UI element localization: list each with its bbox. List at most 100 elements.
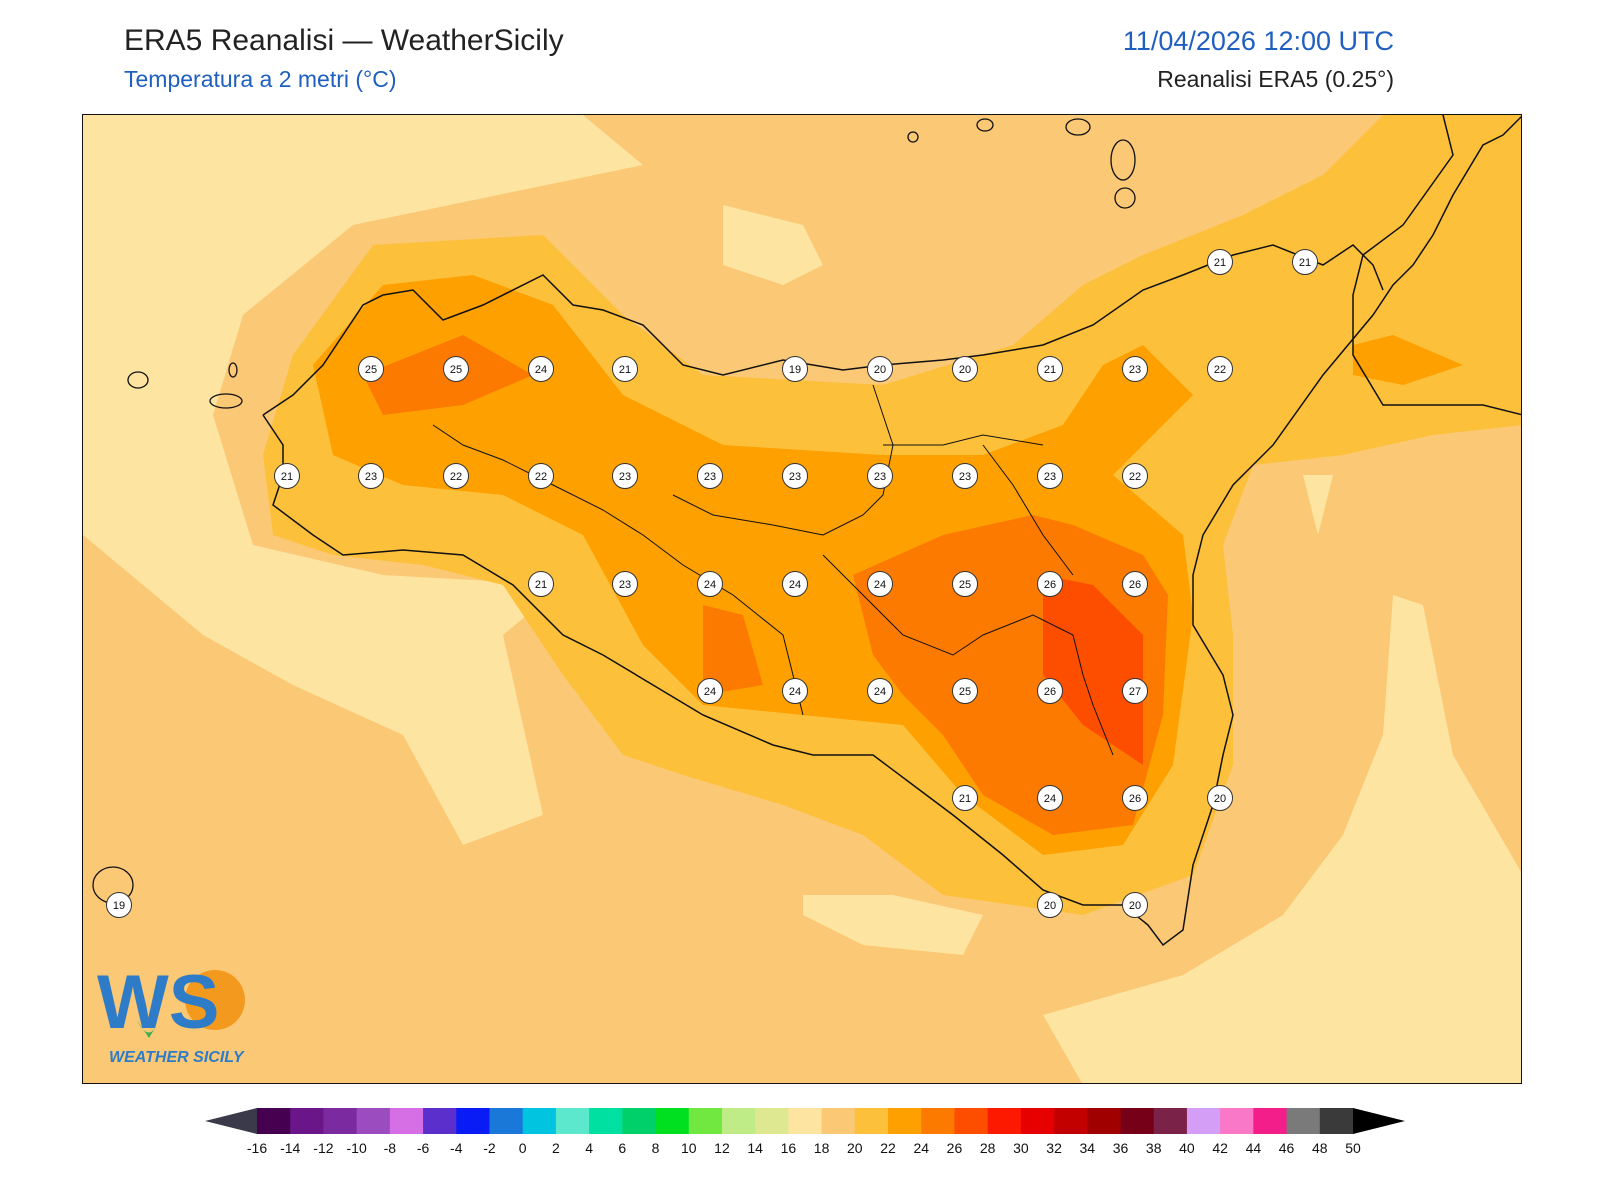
- map-panel: 25 25 24 21 19 20 20 21 23 22 21 23 22 2…: [82, 114, 1522, 1084]
- colorbar-segment: [1253, 1108, 1288, 1134]
- colorbar-segment: [788, 1108, 823, 1134]
- colorbar-segment: [622, 1108, 657, 1134]
- station-value: 23: [867, 463, 893, 489]
- colorbar-tick-label: -2: [483, 1140, 496, 1156]
- map-title: ERA5 Reanalisi — WeatherSicily: [124, 24, 564, 57]
- colorbar-tick-label: 14: [747, 1140, 763, 1156]
- station-value: 20: [1037, 892, 1063, 918]
- colorbar-tick-label: 42: [1212, 1140, 1228, 1156]
- colorbar-tick-label: 50: [1345, 1140, 1361, 1156]
- logo-graphic: WS WEATHER SICILY: [97, 960, 245, 1066]
- colorbar-segment: [522, 1108, 557, 1134]
- vulcano-island: [1114, 187, 1136, 209]
- logo-caption: WEATHER SICILY: [109, 1049, 245, 1066]
- station-value: 27: [1122, 678, 1148, 704]
- colorbar-tick-label: 44: [1245, 1140, 1262, 1156]
- station-value: 24: [697, 571, 723, 597]
- map-subtitle: Temperatura a 2 metri (°C): [124, 66, 397, 92]
- colorbar-tick-label: -4: [450, 1140, 463, 1156]
- station-value: 24: [867, 571, 893, 597]
- station-value: 25: [443, 356, 469, 382]
- colorbar-segment: [688, 1108, 723, 1134]
- station-value: 24: [782, 571, 808, 597]
- station-value: 26: [1122, 571, 1148, 597]
- colorbar-tick-label: 36: [1112, 1140, 1129, 1156]
- station-value: 19: [782, 356, 808, 382]
- colorbar-segment: [1186, 1108, 1221, 1134]
- station-value: 23: [358, 463, 384, 489]
- colorbar-segment: [456, 1108, 490, 1134]
- colorbar-segment: [290, 1108, 324, 1134]
- colorbar-segment: [655, 1108, 690, 1134]
- band-24-26: [703, 605, 763, 695]
- station-value: 24: [782, 678, 808, 704]
- colorbar-tick-label: 38: [1145, 1140, 1162, 1156]
- station-value: 23: [697, 463, 723, 489]
- colorbar-segment: [854, 1108, 889, 1134]
- station-value: 22: [1122, 463, 1148, 489]
- colorbar-segment: [1319, 1108, 1354, 1134]
- station-value: 21: [274, 463, 300, 489]
- band-16-18: [723, 205, 823, 285]
- colorbar-tick-label: -12: [313, 1140, 334, 1156]
- colorbar-segment: [987, 1108, 1022, 1134]
- colorbar-tick-label: 34: [1079, 1140, 1096, 1156]
- colorbar-tick-label: 26: [946, 1140, 963, 1156]
- weathersicily-logo: WS WEATHER SICILY: [97, 960, 257, 1070]
- station-value: 25: [952, 678, 978, 704]
- colorbar-segment: [954, 1108, 989, 1134]
- station-value: 23: [1037, 463, 1063, 489]
- levanzo-island: [127, 371, 149, 389]
- colorbar-tick-label: 16: [780, 1140, 797, 1156]
- colorbar-scale: [205, 1108, 1405, 1134]
- band-22-24: [1353, 335, 1463, 385]
- temperature-field: [83, 115, 1521, 1083]
- colorbar-tick-label: 40: [1179, 1140, 1195, 1156]
- station-value: 21: [1292, 249, 1318, 275]
- colorbar-segment: [589, 1108, 623, 1134]
- colorbar-tick-label: 2: [552, 1140, 560, 1156]
- colorbar-tick-label: 6: [618, 1140, 627, 1156]
- colorbar-tick-label: 8: [651, 1140, 660, 1156]
- colorbar-tick-label: 4: [585, 1140, 594, 1156]
- station-value: 21: [1207, 249, 1233, 275]
- favignana-island: [209, 393, 243, 409]
- colorbar-tick-label: 30: [1013, 1140, 1029, 1156]
- colorbar-tick-label: 32: [1046, 1140, 1062, 1156]
- station-value: 20: [952, 356, 978, 382]
- colorbar-tick-label: -10: [346, 1140, 367, 1156]
- station-value: 19: [106, 892, 132, 918]
- colorbar-tick-label: 46: [1278, 1140, 1295, 1156]
- colorbar-under-arrow: [205, 1108, 257, 1134]
- station-value: 24: [867, 678, 893, 704]
- band-26-28: [1043, 575, 1143, 765]
- filicudi-island: [976, 118, 994, 132]
- colorbar-segment: [721, 1108, 756, 1134]
- calabria-coastline: [1352, 115, 1521, 416]
- colorbar-tick-label: 24: [913, 1140, 930, 1156]
- station-value: 23: [952, 463, 978, 489]
- band-16-18: [83, 115, 643, 845]
- colorbar-segment: [1153, 1108, 1188, 1134]
- colorbar-segment: [356, 1108, 391, 1134]
- colorbar-tick-label: 0: [518, 1140, 527, 1156]
- station-value: 24: [528, 356, 554, 382]
- colorbar-tick-label: 18: [813, 1140, 830, 1156]
- station-value: 22: [1207, 356, 1233, 382]
- station-value: 23: [612, 463, 638, 489]
- colorbar-tick-label: -16: [246, 1140, 268, 1156]
- model-name: Reanalisi ERA5 (0.25°): [1157, 66, 1394, 92]
- colorbar-tick-label: 28: [979, 1140, 996, 1156]
- valid-datetime: 11/04/2026 12:00 UTC: [1122, 26, 1394, 56]
- colorbar-tick-label: -14: [280, 1140, 301, 1156]
- colorbar-segment: [323, 1108, 358, 1134]
- salina-island: [1065, 118, 1091, 136]
- colorbar-segment: [1220, 1108, 1254, 1134]
- colorbar-segment: [888, 1108, 922, 1134]
- station-value: 24: [1037, 785, 1063, 811]
- station-value: 21: [1037, 356, 1063, 382]
- station-value: 20: [1207, 785, 1233, 811]
- sicily-north-coast: [262, 244, 1384, 416]
- colorbar-tick-label: 22: [880, 1140, 896, 1156]
- station-value: 26: [1037, 571, 1063, 597]
